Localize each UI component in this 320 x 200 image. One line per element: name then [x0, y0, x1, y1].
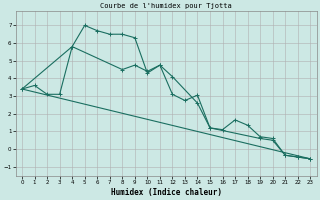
X-axis label: Humidex (Indice chaleur): Humidex (Indice chaleur)	[111, 188, 222, 197]
Title: Courbe de l'humidex pour Tjotta: Courbe de l'humidex pour Tjotta	[100, 3, 232, 9]
